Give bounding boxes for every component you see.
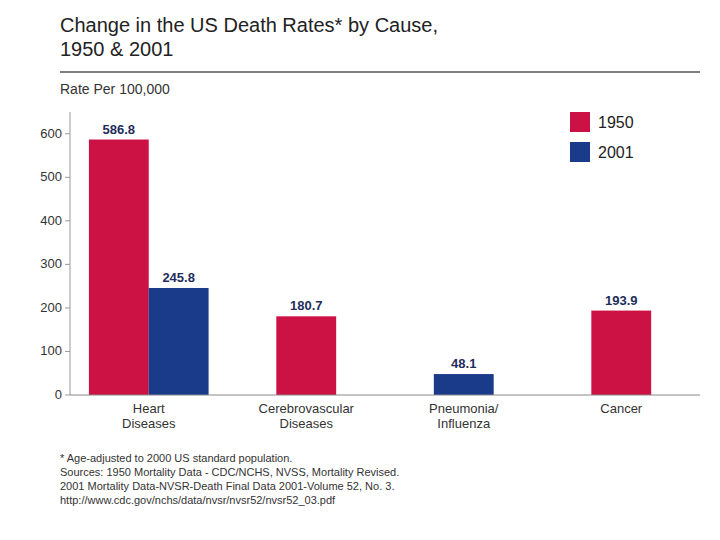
- title: Change in the US Death Rates* by Cause,1…: [60, 14, 438, 60]
- x-tick-label: Cancer: [600, 401, 643, 416]
- x-tick-label: CerebrovascularDiseases: [259, 401, 355, 431]
- y-tick: [65, 395, 70, 396]
- chart-container: Change in the US Death Rates* by Cause,1…: [0, 0, 720, 540]
- legend-swatch: [570, 142, 590, 162]
- title-rule: [60, 71, 700, 73]
- legend-entry: 1950: [598, 114, 634, 131]
- text-line: Influenza: [437, 416, 491, 431]
- legend: 1950 2001: [570, 112, 634, 162]
- y-axis-line: [70, 112, 71, 395]
- x-tick-label: Pneumonia/Influenza: [429, 401, 499, 431]
- text-line: Sources: 1950 Mortality Data - CDC/NCHS,…: [60, 466, 399, 478]
- data-labels: 586.8 245.8 180.7 48.1 193.9: [103, 122, 638, 372]
- text-line: 2001 Mortality Data-NVSR-Death Final Dat…: [60, 480, 394, 492]
- y-tick: [65, 133, 70, 134]
- legend-swatch: [570, 112, 590, 132]
- text-line: Heart: [133, 401, 165, 416]
- text-line: Change in the US Death Rates* by Cause,: [60, 14, 438, 36]
- bar: [89, 140, 149, 395]
- bar: [149, 288, 209, 395]
- legend-entry: 2001: [598, 144, 634, 161]
- y-tick-label: 100: [40, 343, 62, 358]
- x-axis-line: [70, 395, 700, 396]
- y-tick-label: 600: [40, 126, 62, 141]
- y-tick-label: 0: [55, 387, 62, 402]
- data-label: 180.7: [290, 298, 323, 313]
- y-tick: [65, 351, 70, 352]
- text-line: 1950 & 2001: [60, 38, 173, 60]
- bar: [434, 374, 494, 395]
- text-line: Diseases: [122, 416, 176, 431]
- y-tick: [65, 307, 70, 308]
- bars: [89, 140, 651, 395]
- subtitle: Rate Per 100,000: [60, 81, 170, 97]
- y-tick-label: 200: [40, 300, 62, 315]
- data-label: 48.1: [451, 356, 476, 371]
- data-label: 193.9: [605, 293, 638, 308]
- y-tick-label: 500: [40, 169, 62, 184]
- bar: [276, 316, 336, 395]
- text-line: Cancer: [600, 401, 643, 416]
- text-line: Cerebrovascular: [259, 401, 355, 416]
- text-line: http://www.cdc.gov/nchs/data/nvsr/nvsr52…: [60, 494, 336, 506]
- footnote: * Age-adjusted to 2000 US standard popul…: [60, 452, 399, 506]
- data-label: 245.8: [162, 270, 195, 285]
- text-line: * Age-adjusted to 2000 US standard popul…: [60, 452, 292, 464]
- chart: Change in the US Death Rates* by Cause,1…: [0, 0, 720, 540]
- data-label: 586.8: [103, 122, 136, 137]
- bar: [591, 311, 651, 395]
- text-line: Diseases: [280, 416, 334, 431]
- y-tick: [65, 177, 70, 178]
- y-tick-label: 300: [40, 256, 62, 271]
- y-tick: [65, 264, 70, 265]
- text-line: Pneumonia/: [429, 401, 499, 416]
- y-tick-label: 400: [40, 213, 62, 228]
- y-tick: [65, 220, 70, 221]
- x-tick-label: HeartDiseases: [122, 401, 176, 431]
